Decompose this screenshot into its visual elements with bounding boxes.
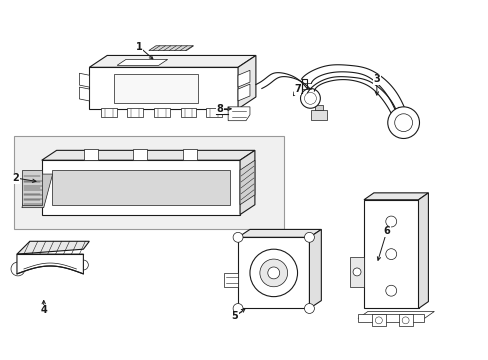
Polygon shape <box>79 73 89 87</box>
Polygon shape <box>79 87 89 101</box>
Polygon shape <box>89 55 255 67</box>
Circle shape <box>11 262 25 276</box>
Polygon shape <box>22 170 41 205</box>
Circle shape <box>352 268 360 276</box>
Circle shape <box>304 93 316 104</box>
Polygon shape <box>117 59 167 66</box>
Polygon shape <box>114 74 198 103</box>
Circle shape <box>304 233 314 242</box>
Polygon shape <box>148 46 193 50</box>
Polygon shape <box>183 149 197 160</box>
Circle shape <box>385 249 396 260</box>
Polygon shape <box>357 311 433 318</box>
Polygon shape <box>238 70 249 87</box>
Circle shape <box>267 267 279 279</box>
Polygon shape <box>311 110 326 120</box>
Polygon shape <box>398 314 412 326</box>
Polygon shape <box>41 160 240 215</box>
Polygon shape <box>315 105 323 110</box>
Polygon shape <box>206 108 222 117</box>
Polygon shape <box>17 254 83 274</box>
Polygon shape <box>238 229 321 237</box>
Text: 1: 1 <box>135 41 142 51</box>
Polygon shape <box>133 149 147 160</box>
Circle shape <box>233 303 243 314</box>
Circle shape <box>385 285 396 296</box>
Polygon shape <box>240 160 254 205</box>
Circle shape <box>300 89 320 108</box>
Text: 2: 2 <box>13 173 20 183</box>
Circle shape <box>78 260 88 270</box>
Polygon shape <box>17 241 89 254</box>
Polygon shape <box>89 67 238 109</box>
Circle shape <box>259 259 287 287</box>
Circle shape <box>387 107 419 139</box>
Polygon shape <box>180 108 196 117</box>
Circle shape <box>401 317 408 324</box>
Polygon shape <box>357 314 424 322</box>
Polygon shape <box>238 84 249 101</box>
Circle shape <box>385 216 396 227</box>
Polygon shape <box>363 200 418 309</box>
Circle shape <box>249 249 297 297</box>
Text: 4: 4 <box>41 306 47 315</box>
Polygon shape <box>240 150 254 215</box>
Text: 5: 5 <box>231 311 238 321</box>
Polygon shape <box>22 174 53 208</box>
Polygon shape <box>363 193 427 200</box>
Polygon shape <box>301 79 307 93</box>
Polygon shape <box>52 170 230 205</box>
Circle shape <box>304 303 314 314</box>
Polygon shape <box>349 257 363 287</box>
Polygon shape <box>309 229 321 309</box>
Circle shape <box>394 114 412 131</box>
Polygon shape <box>238 55 255 109</box>
Polygon shape <box>224 273 238 287</box>
Circle shape <box>233 233 243 242</box>
Circle shape <box>375 317 382 324</box>
Polygon shape <box>418 193 427 309</box>
Polygon shape <box>228 107 249 121</box>
Text: 6: 6 <box>383 226 389 237</box>
Polygon shape <box>371 314 385 326</box>
Polygon shape <box>101 108 117 117</box>
Text: 3: 3 <box>373 74 380 84</box>
Text: 8: 8 <box>216 104 223 114</box>
Polygon shape <box>153 108 169 117</box>
Polygon shape <box>238 237 309 309</box>
Bar <box>14 135 283 229</box>
Text: 7: 7 <box>294 84 300 94</box>
Polygon shape <box>84 149 98 160</box>
Polygon shape <box>127 108 142 117</box>
Polygon shape <box>41 150 254 160</box>
